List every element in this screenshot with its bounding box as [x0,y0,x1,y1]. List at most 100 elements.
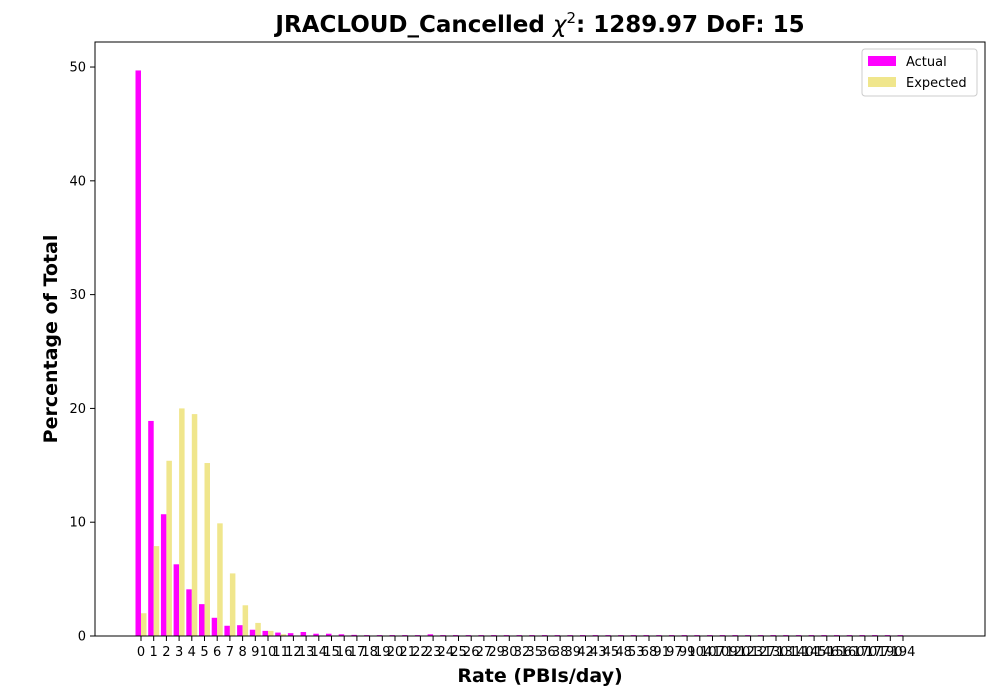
bar-actual-9 [249,629,256,636]
x-tick-label-0: 0 [137,645,145,660]
bar-actual-7 [224,625,230,636]
legend: Actual Expected [861,48,978,97]
chart-title: JRACLOUD_Cancelled χ2: 1289.97 DoF: 15 [273,9,804,38]
x-tick-label-120: 120 [725,645,750,660]
bar-actual-15 [326,633,332,636]
x-tick-label-6: 6 [213,645,221,660]
title-sup: 2 [567,9,577,27]
x-tick-label-1: 1 [150,645,158,660]
x-tick-label-156: 156 [827,645,852,660]
x-tick-label-130: 130 [764,645,789,660]
x-tick-label-99: 99 [679,645,696,660]
bar-actual-6 [211,617,218,636]
bar-expected-2 [166,460,172,636]
x-tick-label-18: 18 [361,645,378,660]
bar-actual-16 [338,634,345,636]
x-tick-label-5: 5 [200,645,208,660]
legend-label-actual: Actual [906,55,947,70]
x-tick-label-8: 8 [238,645,246,660]
x-tick-label-2: 2 [162,645,170,660]
x-tick-label-45: 45 [603,645,620,660]
title-chi: χ [551,12,568,38]
x-tick-label-48: 48 [615,645,632,660]
x-tick-label-32: 32 [514,645,531,660]
bar-expected-11 [280,634,287,636]
y-tick-label-0: 0 [78,630,86,645]
x-tick-label-23: 23 [425,645,442,660]
bars-group [135,70,903,636]
x-tick-label-24: 24 [438,645,455,660]
x-tick-label-123: 123 [738,645,763,660]
x-tick-label-21: 21 [399,645,416,660]
x-tick-label-38: 38 [552,645,569,660]
x-tick-label-22: 22 [412,645,429,660]
legend-swatch-actual [868,56,896,66]
bar-expected-0 [141,613,147,636]
x-axis-ticks: 0 1 2 3 4 5 6 7 8 9 101112131415161718192021222324… [137,636,916,660]
legend-label-expected: Expected [906,76,967,91]
y-axis-ticks: 0 10 20 30 40 50 [69,61,95,645]
x-tick-label-29: 29 [488,645,505,660]
bar-expected-8 [242,605,249,636]
x-tick-label-14: 14 [311,645,328,660]
x-tick-label-4: 4 [188,645,196,660]
x-tick-label-19: 19 [374,645,391,660]
y-tick-label-40: 40 [69,174,86,189]
bar-actual-8 [237,625,243,636]
x-tick-label-10: 10 [260,645,277,660]
x-tick-label-107: 107 [700,645,725,660]
x-tick-label-91: 91 [653,645,670,660]
x-tick-label-104: 104 [687,645,712,660]
y-axis-label: Percentage of Total [40,235,62,444]
x-tick-label-170: 170 [852,645,877,660]
x-tick-label-131: 131 [776,645,801,660]
bar-actual-23 [427,634,434,636]
bar-actual-10 [262,630,268,636]
x-tick-label-16: 16 [336,645,353,660]
x-tick-label-20: 20 [387,645,404,660]
bar-expected-7 [229,573,236,636]
x-tick-label-13: 13 [298,645,315,660]
x-axis-label: Rate (PBIs/day) [457,665,622,687]
y-tick-label-50: 50 [69,61,86,76]
bar-expected-4 [191,414,198,636]
x-tick-label-3: 3 [175,645,183,660]
bar-actual-1 [148,420,154,636]
bar-actual-12 [287,633,294,636]
x-tick-label-145: 145 [802,645,827,660]
x-tick-label-36: 36 [539,645,556,660]
bar-expected-5 [204,463,210,636]
x-tick-label-17: 17 [349,645,366,660]
bar-actual-13 [300,632,307,636]
bar-actual-11 [275,632,281,636]
y-tick-label-10: 10 [69,516,86,531]
bar-actual-5 [199,604,205,636]
bar-expected-9 [255,622,261,636]
x-tick-label-9: 9 [251,645,259,660]
plot-frame [94,41,986,637]
y-tick-label-30: 30 [69,288,86,303]
bar-expected-1 [153,546,160,636]
x-tick-label-26: 26 [463,645,480,660]
x-tick-label-12: 12 [285,645,302,660]
x-tick-label-53: 53 [628,645,645,660]
x-tick-label-15: 15 [323,645,340,660]
bar-actual-14 [313,633,319,636]
x-tick-label-35: 35 [526,645,543,660]
x-tick-label-190: 190 [878,645,903,660]
x-tick-label-39: 39 [565,645,582,660]
x-tick-label-42: 42 [577,645,594,660]
x-tick-label-146: 146 [814,645,839,660]
bar-actual-17 [351,634,357,636]
bar-actual-0 [135,70,141,636]
bar-expected-6 [217,523,223,636]
x-tick-label-194: 194 [891,645,916,660]
x-tick-label-177: 177 [865,645,890,660]
bar-actual-4 [186,589,192,636]
x-tick-label-97: 97 [666,645,683,660]
legend-swatch-expected [868,77,896,87]
x-tick-label-43: 43 [590,645,607,660]
x-tick-label-160: 160 [840,645,865,660]
x-tick-label-109: 109 [713,645,738,660]
